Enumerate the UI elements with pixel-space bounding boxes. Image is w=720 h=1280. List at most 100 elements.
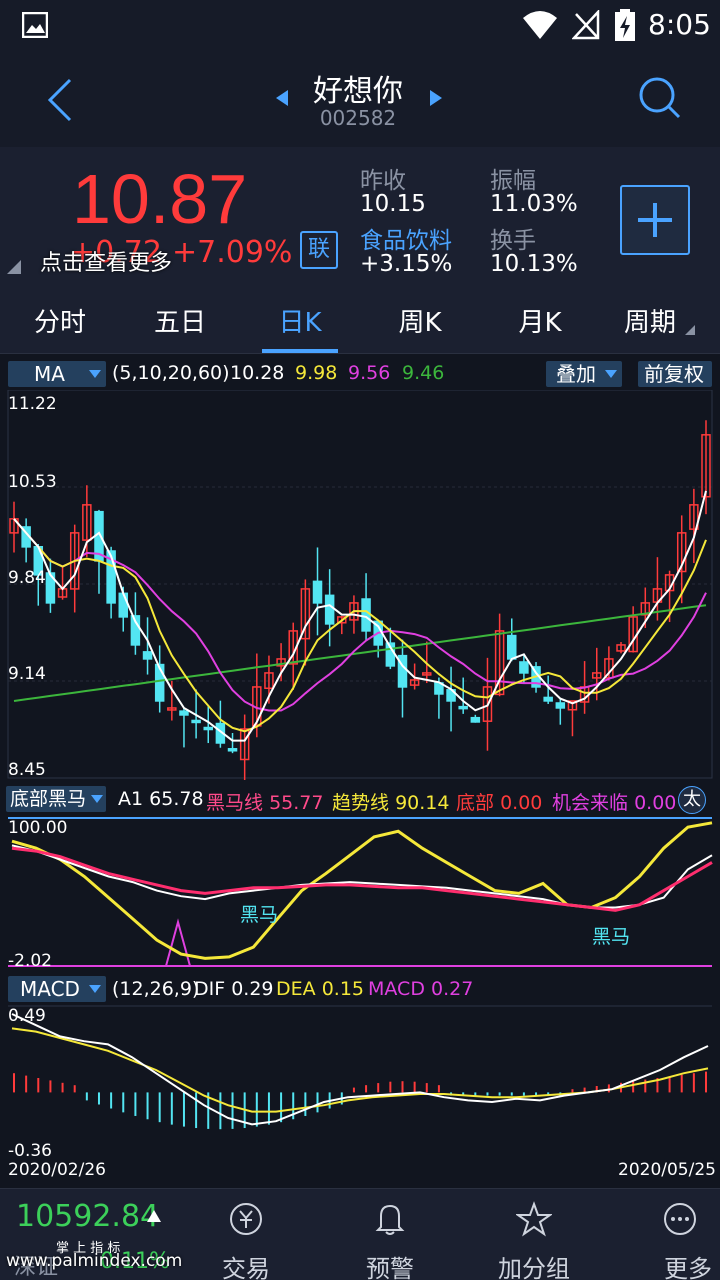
candle — [676, 532, 687, 573]
sub1-y-bottom: -2.02 — [8, 951, 52, 971]
bottom-horse-select[interactable]: 底部黑马 — [6, 786, 106, 812]
bottom-navigation: 10592.84 深证 0.11% 掌 上 指 标 www.palmindex.… — [0, 1188, 720, 1280]
ma60-value: 9.46 — [402, 362, 445, 384]
candle — [507, 634, 517, 660]
ma-dropdown-icon — [89, 370, 101, 378]
back-icon[interactable] — [44, 78, 74, 122]
macd-panel[interactable] — [0, 972, 720, 1188]
ma5-line — [13, 490, 707, 742]
search-icon[interactable] — [638, 76, 682, 120]
prev-close-value: 10.15 — [360, 191, 426, 217]
candle — [227, 748, 238, 752]
macd-dropdown-icon — [89, 985, 101, 993]
status-time: 8:05 — [648, 8, 711, 41]
macd-hist: MACD 0.27 — [368, 978, 474, 1000]
tab-five-day[interactable]: 五日 — [153, 308, 206, 338]
ma60-line — [13, 604, 707, 702]
tab-daily-k[interactable]: 日K — [278, 308, 322, 338]
indicator-badge[interactable]: 太 — [678, 786, 706, 814]
period-tabs: 分时 五日 日K 周K 月K 周期 — [0, 292, 720, 354]
prev-close-label: 昨收 — [360, 168, 406, 194]
tab-intraday[interactable]: 分时 — [33, 308, 86, 338]
active-tab-indicator — [262, 349, 338, 353]
price-label-4: 9.14 — [8, 664, 46, 684]
candle — [312, 580, 323, 604]
title-bar: 好想你 002582 — [0, 52, 720, 147]
view-more-hint[interactable]: 点击查看更多 — [40, 251, 173, 276]
candle — [361, 598, 371, 632]
tab-period[interactable]: 周期 — [623, 308, 676, 338]
nav-more-label: 更多 — [664, 1255, 712, 1280]
link-badge[interactable]: 联 — [300, 231, 338, 269]
index-value: 10592.84 — [16, 1199, 160, 1234]
candle — [616, 644, 626, 652]
candle — [337, 616, 347, 624]
date-end: 2020/05/25 — [618, 1160, 716, 1180]
candle — [191, 719, 201, 724]
overlay-dropdown-icon — [605, 370, 617, 378]
macd-y-top: 0.49 — [8, 1006, 46, 1026]
macd-select[interactable]: MACD — [8, 976, 106, 1002]
nav-trade[interactable]: 交易 — [174, 1189, 318, 1280]
macd-dea: DEA 0.15 — [276, 978, 364, 1000]
candle — [470, 716, 481, 723]
kline-chart[interactable] — [0, 390, 720, 780]
price-change-pct: +7.09% — [172, 235, 293, 270]
status-bar: 8:05 — [0, 0, 720, 52]
candle — [239, 728, 250, 761]
candle — [324, 594, 335, 625]
ma5-value: 10.28 — [230, 362, 285, 384]
price-label-2: 10.53 — [8, 472, 57, 492]
sub1-a1: A1 65.78 — [118, 788, 204, 810]
tab-weekly-k[interactable]: 周K — [398, 308, 442, 338]
current-price: 10.87 — [72, 160, 248, 238]
candle — [567, 700, 578, 711]
sector-change: +3.15% — [360, 251, 453, 277]
prev-stock-icon[interactable] — [274, 88, 290, 108]
ma20-line — [13, 518, 707, 712]
star-icon — [516, 1201, 552, 1237]
candle — [130, 615, 141, 646]
bottom-horse-chart — [8, 817, 713, 967]
candle — [409, 679, 420, 686]
candle — [458, 705, 468, 710]
price-adjust-button[interactable]: 前复权 — [638, 361, 712, 387]
candle — [422, 672, 432, 676]
candle — [167, 707, 177, 711]
ma-indicator-select[interactable]: MA — [8, 361, 106, 387]
bottom-horse-label: 底部黑马 — [10, 788, 87, 810]
nav-trade-label: 交易 — [222, 1255, 270, 1280]
up-arrow-icon — [147, 1210, 161, 1222]
candle — [701, 434, 711, 498]
add-to-watchlist-button[interactable] — [620, 185, 690, 255]
price-label-3: 9.84 — [8, 568, 46, 588]
tab-monthly-k[interactable]: 月K — [518, 308, 562, 338]
watermark-title: 掌 上 指 标 — [56, 1241, 121, 1256]
candle — [397, 654, 408, 688]
candle — [494, 630, 505, 696]
battery-charging-icon — [615, 9, 635, 41]
market-index-ticker[interactable]: 10592.84 深证 0.11% 掌 上 指 标 www.palmindex.… — [0, 1189, 182, 1280]
nav-add-group[interactable]: 加分组 — [462, 1189, 606, 1280]
index-change: 0.11% — [100, 1249, 170, 1274]
wifi-icon — [523, 11, 557, 39]
index-name: 深证 — [14, 1255, 59, 1280]
candle — [300, 588, 311, 640]
plus-icon — [638, 203, 672, 237]
candle — [264, 672, 274, 690]
no-signal-icon — [572, 10, 600, 40]
macd-chart — [8, 1005, 712, 1130]
candle — [203, 726, 213, 731]
quote-panel[interactable]: 10.87 +0.72 +7.09% 点击查看更多 联 昨收 10.15 食品饮… — [0, 147, 720, 292]
macd-y-bottom: -0.36 — [8, 1141, 52, 1161]
horse-marker-2: 黑马 — [592, 926, 631, 948]
nav-alert[interactable]: 预警 — [318, 1189, 462, 1280]
horse-marker-1: 黑马 — [240, 904, 279, 926]
sub1-y-top: 100.00 — [8, 818, 68, 838]
trade-icon — [230, 1203, 262, 1235]
ma-params: (5,10,20,60) — [112, 362, 230, 384]
macd-params: (12,26,9) — [112, 978, 200, 1000]
sector-name[interactable]: 食品饮料 — [360, 228, 452, 254]
nav-more[interactable]: 更多 — [606, 1189, 720, 1280]
next-stock-icon[interactable] — [428, 88, 444, 108]
